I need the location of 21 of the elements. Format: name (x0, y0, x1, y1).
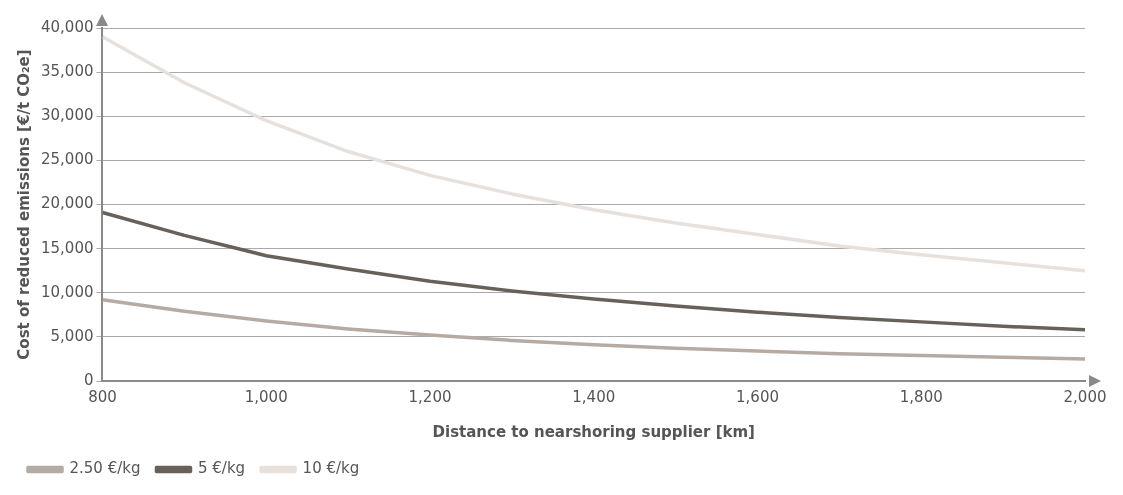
x-tick-label: 2,000 (1063, 387, 1107, 406)
legend-label: 2.50 €/kg (69, 459, 141, 478)
x-tick-label: 800 (88, 387, 117, 406)
x-tick-label: 1,200 (408, 387, 452, 406)
y-axis-title: Cost of reduced emissions [€/t CO₂e] (14, 49, 33, 360)
x-tick-label: 1,800 (899, 387, 943, 406)
legend-label: 10 €/kg (302, 459, 360, 478)
y-tick-label: 10,000 (40, 282, 94, 301)
x-tick-label: 1,000 (244, 387, 288, 406)
y-tick-label: 5,000 (50, 326, 94, 345)
x-tick-label: 1,400 (572, 387, 616, 406)
x-tick-label: 1,600 (736, 387, 779, 406)
y-tick-label: 15,000 (40, 238, 94, 257)
y-tick-label: 25,000 (40, 150, 94, 169)
legend-label: 5 €/kg (197, 459, 246, 478)
y-tick-label: 0 (83, 370, 94, 389)
y-tick-label: 20,000 (40, 194, 94, 213)
y-tick-label: 30,000 (40, 106, 94, 125)
y-tick-label: 40,000 (40, 17, 94, 36)
x-axis-title: Distance to nearshoring supplier [km] (432, 422, 755, 441)
y-tick-label: 35,000 (40, 62, 94, 81)
